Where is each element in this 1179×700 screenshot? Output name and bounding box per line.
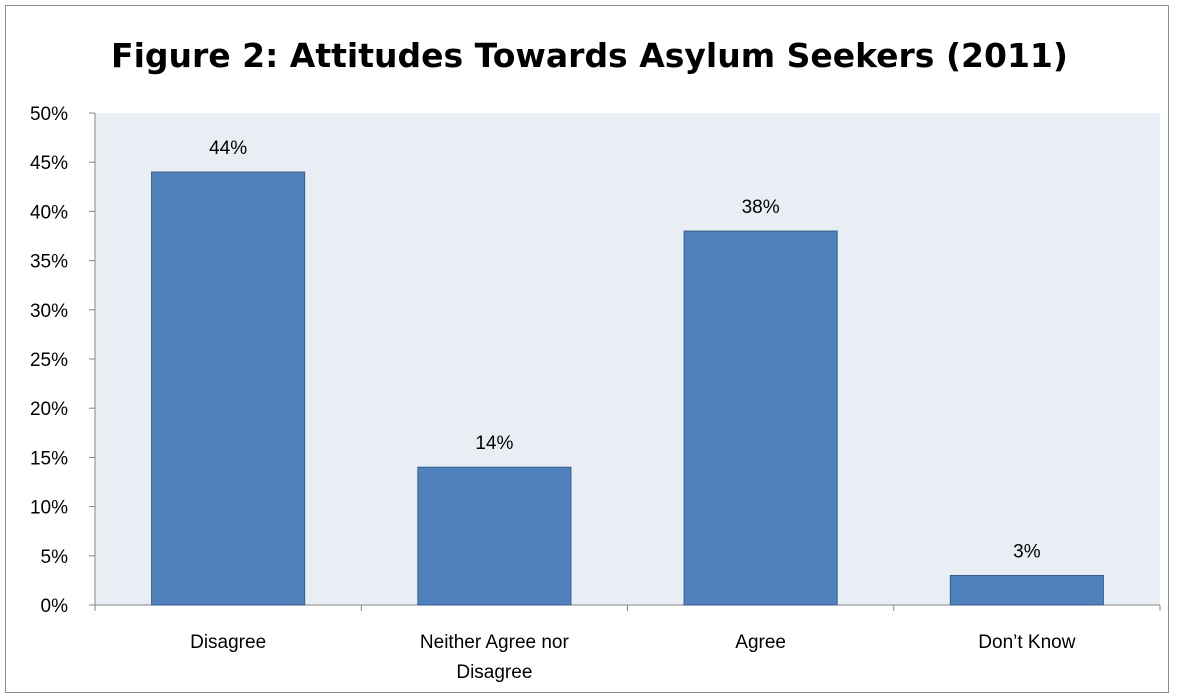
y-tick-label: 35% [30, 252, 68, 273]
category-label: Don’t Know [978, 632, 1075, 653]
category-label: Disagree [190, 632, 266, 653]
y-tick-label: 30% [30, 301, 68, 322]
y-axis: 0% 5% 10% 15% 20% 25% 30% 35% 40% 45% 50% [30, 104, 96, 617]
data-label: 3% [1013, 541, 1041, 562]
y-tick-label: 15% [30, 448, 68, 469]
x-axis [94, 604, 1161, 611]
category-label: Disagree [456, 662, 532, 683]
y-tick-label: 20% [30, 399, 68, 420]
bars [151, 171, 1104, 606]
bar [151, 171, 306, 606]
category-label: Neither Agree nor [420, 632, 570, 653]
bar [417, 466, 572, 606]
data-label: 14% [475, 433, 513, 454]
data-labels: 44% 14% 38% 3% [209, 138, 1041, 562]
y-tick-label: 10% [30, 498, 68, 519]
y-tick-label: 45% [30, 153, 68, 174]
y-tick-label: 25% [30, 350, 68, 371]
chart-title: Figure 2: Attitudes Towards Asylum Seeke… [111, 36, 1068, 75]
bar [949, 574, 1104, 606]
y-tick-label: 40% [30, 202, 68, 223]
y-tick-label: 50% [30, 104, 68, 125]
y-tick-label: 5% [41, 547, 69, 568]
data-label: 38% [742, 197, 780, 218]
y-tick-label: 0% [41, 596, 69, 617]
category-label: Agree [735, 632, 786, 653]
bar [683, 230, 838, 606]
category-labels: Disagree Neither Agree nor Disagree Agree Do… [190, 632, 1076, 683]
data-label: 44% [209, 138, 247, 159]
